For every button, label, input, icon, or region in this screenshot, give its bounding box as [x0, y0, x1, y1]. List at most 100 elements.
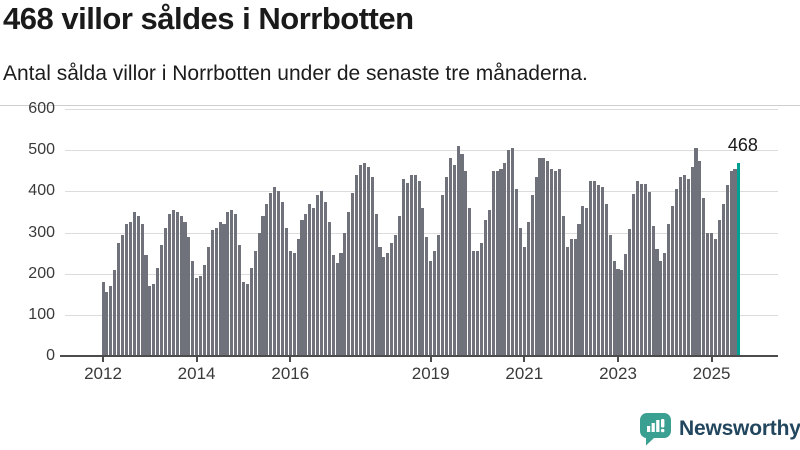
bar: [557, 168, 562, 356]
bar: [273, 187, 277, 356]
bar: [397, 216, 402, 356]
bar: [550, 168, 554, 356]
bar: [124, 224, 128, 356]
bar: [659, 260, 663, 356]
y-axis-label-200: 200: [28, 264, 55, 282]
bar: [729, 170, 733, 356]
bar: [608, 234, 612, 356]
bar: [284, 228, 288, 356]
bar: [245, 284, 249, 356]
bar: [202, 265, 207, 356]
bar: [101, 281, 105, 356]
gridline-500: [65, 150, 778, 152]
bar: [187, 236, 191, 356]
bar: [292, 253, 296, 356]
bar: [600, 187, 604, 356]
bar: [667, 224, 671, 356]
bar: [327, 222, 331, 356]
y-axis-label-0: 0: [46, 347, 55, 364]
bar: [479, 242, 483, 356]
x-axis-label-2016: 2016: [271, 364, 310, 383]
bar: [257, 232, 261, 356]
bar: [374, 214, 378, 356]
bar: [199, 275, 203, 356]
bar: [230, 209, 234, 356]
bar: [507, 150, 511, 356]
bar: [195, 277, 199, 356]
bar: [440, 195, 444, 356]
bar: [433, 251, 437, 356]
bar: [639, 184, 643, 356]
x-axis-tick-2012: [102, 357, 104, 362]
bar: [355, 174, 359, 356]
bar: [472, 251, 476, 356]
bar: [401, 179, 405, 356]
x-axis-tick-2021: [523, 357, 526, 362]
bar: [366, 166, 370, 356]
brand-name: Newsworthy: [679, 417, 800, 440]
bar: [316, 195, 320, 356]
bar: [518, 228, 523, 356]
bar: [210, 230, 214, 356]
bar: [167, 214, 171, 356]
bar: [671, 205, 675, 356]
bar: [417, 181, 421, 356]
bar: [405, 183, 409, 356]
bar: [261, 216, 265, 356]
bar: [226, 211, 230, 356]
x-axis-tick-2025: [710, 357, 713, 362]
bar: [253, 251, 257, 356]
bar: [616, 268, 620, 356]
bar: [706, 232, 710, 356]
highlighted-bar: [737, 163, 741, 356]
bar: [663, 253, 667, 356]
bar: [160, 244, 164, 356]
bar: [347, 211, 351, 356]
x-axis-line: [60, 355, 778, 357]
bar: [378, 246, 382, 356]
bar: [534, 176, 538, 356]
bar: [593, 181, 597, 356]
bar: [612, 261, 616, 356]
bar: [542, 158, 546, 356]
bar: [460, 154, 464, 356]
bar: [702, 197, 706, 356]
bar: [304, 214, 308, 356]
chart-subtitle: Antal sålda villor i Norrbotten under de…: [3, 62, 588, 85]
y-axis-label-300: 300: [28, 223, 55, 241]
bar: [214, 228, 218, 356]
bar: [312, 207, 316, 356]
bar: [421, 207, 425, 356]
bar: [238, 244, 242, 356]
bar: [429, 261, 433, 356]
header-divider: [0, 105, 800, 106]
bar: [522, 246, 526, 356]
bar: [183, 222, 187, 356]
bar: [437, 234, 441, 356]
bar: [487, 209, 491, 356]
bar: [277, 191, 281, 356]
bar: [721, 203, 725, 356]
bar: [674, 189, 679, 356]
bar: [604, 203, 608, 356]
x-axis-tick-2014: [195, 357, 198, 362]
y-axis-label-400: 400: [28, 182, 55, 200]
bar: [206, 246, 210, 356]
gridline-600: [65, 109, 778, 110]
bar: [717, 220, 721, 356]
bar: [386, 253, 390, 356]
bar: [690, 166, 694, 356]
bar: [370, 176, 374, 356]
bar: [382, 257, 386, 356]
bar: [319, 191, 324, 356]
bar: [710, 232, 714, 356]
bar: [581, 205, 585, 356]
last-value-label: 468: [727, 135, 758, 156]
gridline-400: [65, 191, 778, 193]
bar: [136, 216, 140, 356]
bar: [362, 162, 366, 356]
bar: [526, 222, 530, 356]
plot-area: [65, 109, 778, 356]
y-axis-label-100: 100: [28, 305, 55, 323]
bar: [113, 269, 117, 356]
